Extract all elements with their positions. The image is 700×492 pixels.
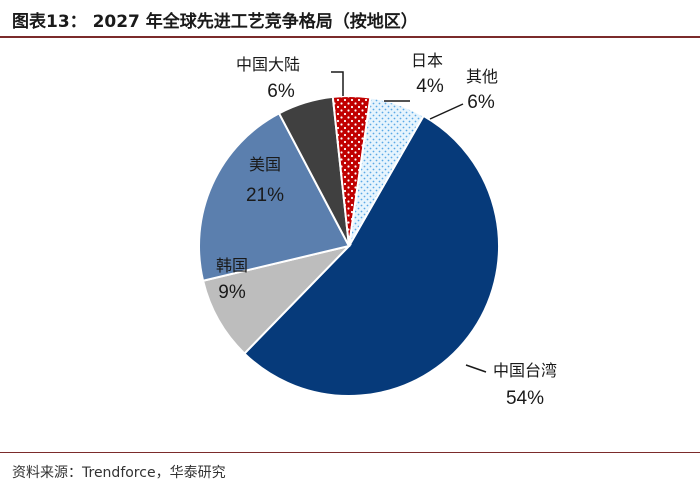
pie-slice-other bbox=[348, 96, 425, 247]
chart-title: 图表13： 2027 年全球先进工艺竞争格局（按地区） bbox=[12, 12, 418, 32]
slice-label-cn: 中国大陆 bbox=[236, 55, 300, 74]
leader-line-tw bbox=[465, 364, 487, 373]
slice-label-tw: 中国台湾 bbox=[493, 361, 557, 380]
slice-label-kr: 韩国 bbox=[216, 256, 248, 275]
slice-value-us: 21% bbox=[246, 185, 284, 206]
leader-line-other bbox=[429, 103, 464, 120]
slice-value-other: 6% bbox=[467, 92, 495, 113]
slice-label-jp: 日本 bbox=[411, 51, 443, 70]
pie-slice-us bbox=[198, 111, 351, 282]
footer-divider bbox=[0, 452, 700, 453]
slice-label-other: 其他 bbox=[466, 67, 498, 86]
title-divider bbox=[0, 36, 700, 38]
source-note: 资料来源：Trendforce，华泰研究 bbox=[12, 465, 226, 481]
pie-slice-tw bbox=[243, 114, 500, 397]
slice-value-kr: 9% bbox=[218, 282, 246, 303]
slice-label-us: 美国 bbox=[249, 155, 281, 174]
slice-value-tw: 54% bbox=[506, 388, 544, 409]
leader-line-cn bbox=[331, 71, 344, 96]
slice-value-jp: 4% bbox=[416, 76, 444, 97]
slice-value-cn: 6% bbox=[267, 81, 295, 102]
